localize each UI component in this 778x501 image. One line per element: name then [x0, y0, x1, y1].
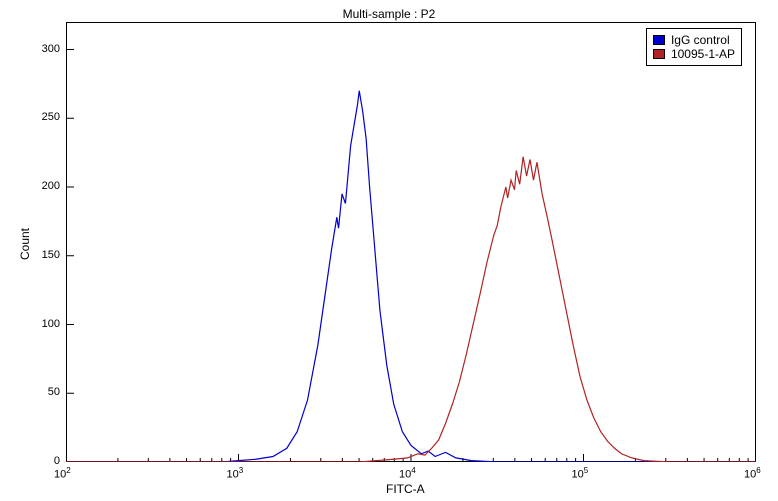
y-tick-label: 50 [30, 386, 60, 398]
chart-container: Multi-sample : P2 Count FITC-A IgG contr… [0, 0, 778, 501]
legend-swatch [653, 49, 665, 59]
y-tick-label: 200 [30, 180, 60, 192]
y-tick-label: 0 [30, 455, 60, 467]
legend: IgG control10095-1-AP [646, 28, 742, 66]
y-tick-label: 300 [30, 43, 60, 55]
x-tick-label: 103 [227, 466, 244, 481]
x-tick-label: 105 [572, 466, 589, 481]
y-tick-label: 150 [30, 249, 60, 261]
y-tick-label: 100 [30, 318, 60, 330]
x-tick-label: 104 [399, 466, 416, 481]
legend-label: IgG control [671, 33, 730, 47]
legend-swatch [653, 35, 665, 45]
chart-title-text: Multi-sample : P2 [343, 7, 436, 21]
legend-label: 10095-1-AP [671, 47, 735, 61]
chart-title: Multi-sample : P2 [0, 5, 778, 23]
y-tick-label: 250 [30, 111, 60, 123]
plot-area [66, 22, 756, 462]
legend-item: 10095-1-AP [653, 47, 735, 61]
x-axis-label: FITC-A [386, 482, 425, 496]
x-tick-label: 106 [744, 466, 761, 481]
legend-item: IgG control [653, 33, 735, 47]
plot-svg [66, 22, 756, 462]
x-tick-label: 102 [54, 466, 71, 481]
